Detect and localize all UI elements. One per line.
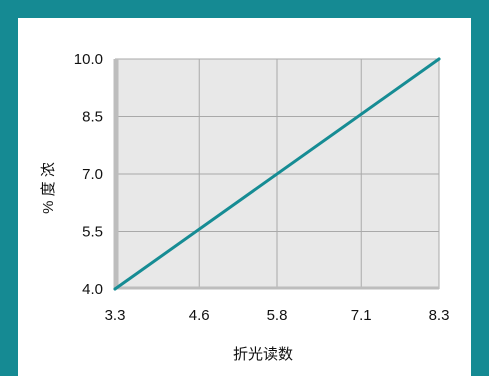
y-tick-label-1: 5.5 [82, 224, 103, 241]
x-tick-label-0: 3.3 [105, 307, 126, 324]
x-axis-label: 折光读数 [233, 346, 293, 363]
x-tick-label-4: 8.3 [429, 307, 450, 324]
series-line-0 [113, 57, 441, 291]
line-chart: 3.3 4.6 5.8 7.1 8.3 4.0 5.5 7.0 8.5 10.0 折光读数 % 度… [40, 51, 450, 363]
y-tick-label-0: 4.0 [82, 281, 103, 298]
x-tick-label-3: 7.1 [351, 307, 372, 324]
y-tick-label-2: 7.0 [82, 166, 103, 183]
x-tick-label-1: 4.6 [189, 307, 210, 324]
y-tick-label-3: 8.5 [82, 109, 103, 126]
y-axis-label: % 度 浓 [40, 162, 57, 214]
x-tick-label-2: 5.8 [267, 307, 288, 324]
series-point-0-1 [437, 57, 441, 61]
y-tick-label-4: 10.0 [74, 51, 103, 68]
series-point-0-0 [113, 287, 117, 291]
chart-panel: 3.3 4.6 5.8 7.1 8.3 4.0 5.5 7.0 8.5 10.0 折光读数 % 度… [18, 18, 471, 376]
